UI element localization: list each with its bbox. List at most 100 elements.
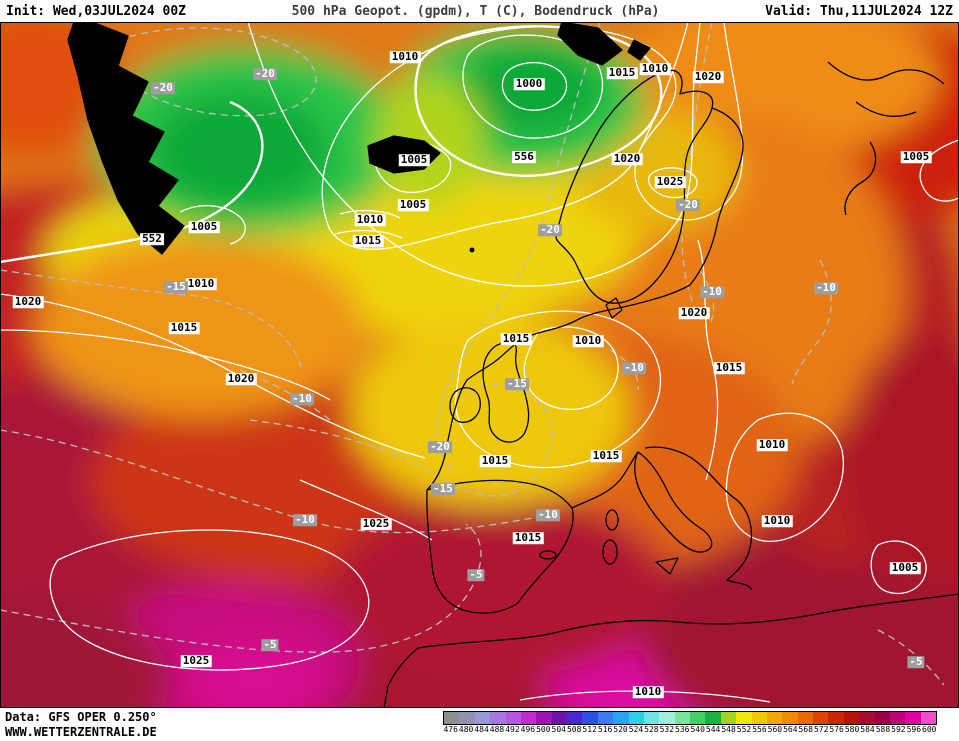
colorbar-swatch bbox=[536, 712, 552, 724]
colorbar-tick-label: 540 bbox=[690, 725, 705, 734]
colorbar-tick-label: 580 bbox=[844, 725, 860, 734]
colorbar-tick-label: 536 bbox=[675, 725, 690, 734]
colorbar-swatch bbox=[567, 712, 583, 724]
pressure-label: 1015 bbox=[500, 332, 532, 346]
pressure-label: 1015 bbox=[713, 361, 745, 375]
colorbar-tick-label: 492 bbox=[505, 725, 520, 734]
colorbar-tick-label: 528 bbox=[644, 725, 659, 734]
colorbar-tick-label: 588 bbox=[875, 725, 891, 734]
colorbar-tick-label: 576 bbox=[829, 725, 844, 734]
colorbar: 476 480 484 488 492 496 500 504 508 512 516 520 524 5… bbox=[443, 711, 937, 735]
temperature-label: -20 bbox=[253, 67, 277, 81]
pressure-label: 1020 bbox=[692, 70, 724, 84]
colorbar-tick-label: 524 bbox=[628, 725, 644, 734]
temperature-label: -20 bbox=[676, 198, 700, 212]
colorbar-swatches bbox=[443, 711, 937, 725]
temperature-label: -5 bbox=[261, 638, 279, 652]
colorbar-tick-label: 560 bbox=[767, 725, 783, 734]
pressure-label: 1010 bbox=[632, 685, 664, 699]
colorbar-swatch bbox=[920, 712, 936, 724]
colorbar-swatch bbox=[582, 712, 598, 724]
colorbar-swatch bbox=[690, 712, 706, 724]
temperature-label: -10 bbox=[814, 281, 838, 295]
colorbar-tick-label: 548 bbox=[721, 725, 736, 734]
pressure-label: 1010 bbox=[354, 213, 386, 227]
colorbar-tick-label: 564 bbox=[783, 725, 798, 734]
pressure-label: 1025 bbox=[360, 517, 392, 531]
colorbar-swatch bbox=[551, 712, 567, 724]
pressure-label: 1005 bbox=[900, 150, 932, 164]
colorbar-swatch bbox=[628, 712, 644, 724]
colorbar-tick-label: 504 bbox=[551, 725, 566, 734]
temperature-label: -10 bbox=[536, 508, 560, 522]
map-header: Init: Wed,03JUL2024 00Z 500 hPa Geopot. … bbox=[0, 0, 959, 22]
colorbar-tick-labels: 476 480 484 488 492 496 500 504 508 512 516 520 524 5… bbox=[443, 725, 937, 735]
pressure-label: 1025 bbox=[654, 175, 686, 189]
colorbar-swatch bbox=[813, 712, 829, 724]
pressure-label: 1000 bbox=[513, 77, 545, 91]
map-footer: Data: GFS OPER 0.250° WWW.WETTERZENTRALE… bbox=[0, 708, 959, 741]
colorbar-swatch bbox=[520, 712, 537, 724]
pressure-label: 1010 bbox=[185, 277, 217, 291]
temperature-label: -10 bbox=[622, 361, 646, 375]
colorbar-swatch bbox=[705, 712, 721, 724]
temperature-label: -10 bbox=[293, 513, 317, 527]
temperature-label: -5 bbox=[467, 568, 485, 582]
colorbar-swatch bbox=[828, 712, 844, 724]
geopotential-contours bbox=[0, 25, 663, 264]
pressure-label: 1020 bbox=[225, 372, 257, 386]
contour-labels-layer: 1010 1000 1015 1010 1020 1005 1005 1005 1010 1015… bbox=[0, 22, 959, 708]
colorbar-swatch bbox=[874, 712, 890, 724]
pressure-label: 1010 bbox=[572, 334, 604, 348]
temperature-label: -10 bbox=[290, 392, 314, 406]
geopotential-label: 556 bbox=[512, 150, 536, 164]
colorbar-swatch bbox=[597, 712, 614, 724]
temperature-label: -15 bbox=[431, 482, 455, 496]
colorbar-tick-label: 584 bbox=[860, 725, 875, 734]
colorbar-swatch bbox=[643, 712, 660, 724]
pressure-label: 1020 bbox=[678, 306, 710, 320]
temperature-label: -20 bbox=[151, 81, 175, 95]
colorbar-swatch bbox=[444, 712, 460, 724]
colorbar-tick-label: 508 bbox=[566, 725, 582, 734]
colorbar-swatch bbox=[613, 712, 629, 724]
pressure-label: 1015 bbox=[512, 531, 544, 545]
temperature-label: -20 bbox=[428, 440, 452, 454]
colorbar-swatch bbox=[766, 712, 783, 724]
pressure-label: 1010 bbox=[756, 438, 788, 452]
weather-map: 1010 1000 1015 1010 1020 1005 1005 1005 1010 1015… bbox=[0, 22, 959, 708]
temperature-label: -15 bbox=[505, 377, 529, 391]
pressure-label: 1015 bbox=[352, 234, 384, 248]
colorbar-swatch bbox=[889, 712, 906, 724]
colorbar-tick-label: 500 bbox=[536, 725, 551, 734]
colorbar-swatch bbox=[490, 712, 506, 724]
colorbar-tick-label: 480 bbox=[458, 725, 474, 734]
colorbar-swatch bbox=[505, 712, 521, 724]
pressure-label: 1005 bbox=[398, 153, 430, 167]
colorbar-tick-label: 516 bbox=[597, 725, 613, 734]
colorbar-tick-label: 592 bbox=[891, 725, 906, 734]
colorbar-tick-label: 596 bbox=[906, 725, 922, 734]
pressure-label: 1015 bbox=[479, 454, 511, 468]
colorbar-tick-label: 600 bbox=[922, 725, 937, 734]
colorbar-tick-label: 544 bbox=[705, 725, 721, 734]
colorbar-swatch bbox=[905, 712, 921, 724]
colorbar-tick-label: 520 bbox=[613, 725, 628, 734]
colorbar-tick-label: 512 bbox=[582, 725, 597, 734]
data-source: Data: GFS OPER 0.250° bbox=[5, 710, 157, 724]
valid-label: Valid: Thu,11JUL2024 12Z bbox=[765, 3, 953, 19]
temperature-label: -5 bbox=[907, 655, 925, 669]
geopotential-label: 552 bbox=[140, 232, 164, 246]
temperature-label: -10 bbox=[700, 285, 724, 299]
pressure-label: 1015 bbox=[606, 66, 638, 80]
colorbar-swatch bbox=[843, 712, 860, 724]
colorbar-tick-label: 476 bbox=[443, 725, 458, 734]
colorbar-tick-label: 488 bbox=[489, 725, 505, 734]
temperature-label: -20 bbox=[538, 223, 562, 237]
pressure-label: 1015 bbox=[168, 321, 200, 335]
colorbar-tick-label: 568 bbox=[798, 725, 813, 734]
colorbar-swatch bbox=[474, 712, 491, 724]
colorbar-tick-label: 572 bbox=[813, 725, 829, 734]
pressure-label: 1020 bbox=[12, 295, 44, 309]
